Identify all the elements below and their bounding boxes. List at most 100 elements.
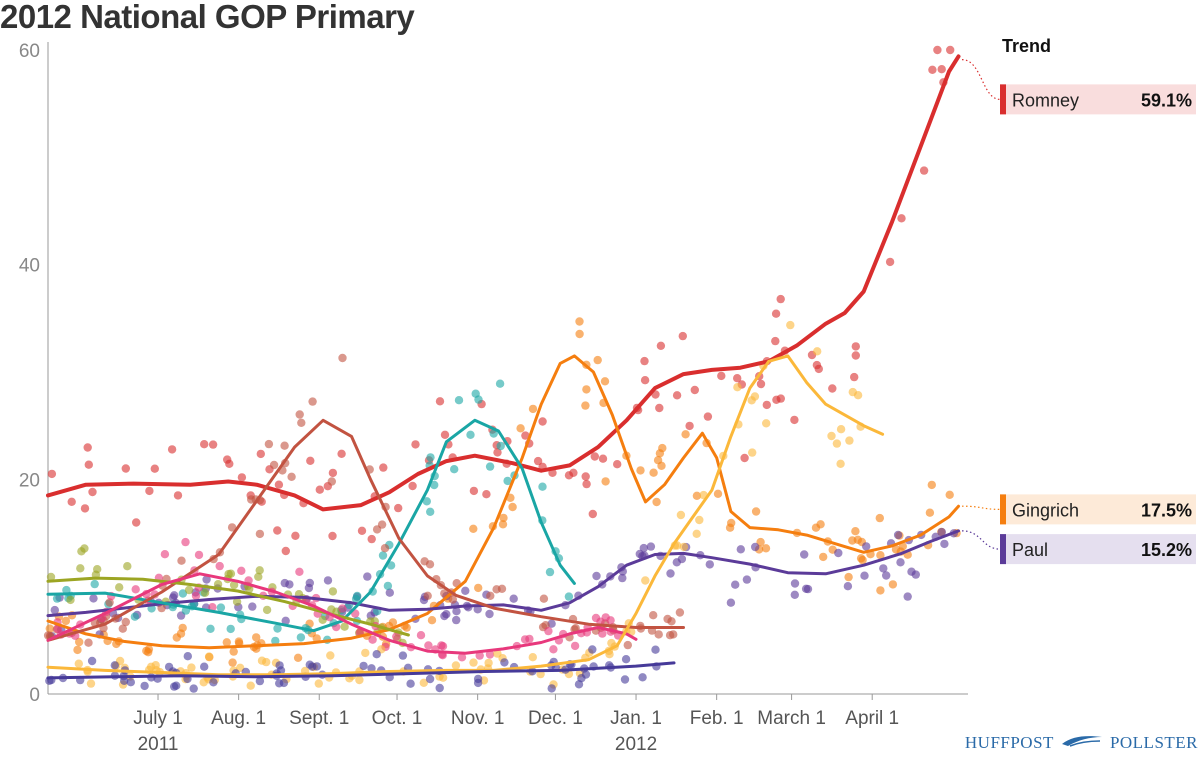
y-axis: 0 20 40 60 <box>19 41 49 706</box>
poll-dot <box>657 461 666 470</box>
poll-dot <box>293 653 303 662</box>
poll-dot <box>237 473 247 482</box>
poll-dot <box>66 595 75 605</box>
poll-dot <box>581 472 590 481</box>
poll-dot <box>248 602 257 611</box>
poll-dot <box>836 459 845 468</box>
poll-dot <box>538 417 547 426</box>
poll-dot <box>80 504 90 513</box>
poll-dot <box>140 681 149 691</box>
poll-dot <box>326 651 335 660</box>
y-tick-label: 0 <box>29 685 40 706</box>
poll-dot <box>896 558 905 567</box>
poll-dot <box>484 658 493 668</box>
poll-dot <box>372 650 381 659</box>
poll-dot <box>440 611 449 621</box>
poll-dot <box>485 609 494 619</box>
poll-dot <box>173 491 183 500</box>
poll-dot <box>274 480 284 489</box>
poll-dot <box>273 624 282 633</box>
poll-dot <box>87 656 97 666</box>
poll-dot <box>194 550 204 560</box>
poll-dot <box>675 608 685 617</box>
poll-dot <box>359 661 368 671</box>
poll-dot <box>327 477 336 486</box>
poll-dot <box>328 468 338 478</box>
poll-dot <box>209 678 218 687</box>
page-title: 2012 National GOP Primary <box>0 0 415 35</box>
poll-dot <box>318 615 327 624</box>
poll-dot <box>305 660 314 669</box>
x-tick-label: Nov. 1 <box>451 708 505 729</box>
poll-dot <box>105 598 114 607</box>
poll-dot <box>482 490 491 499</box>
poll-dot <box>851 527 860 536</box>
poll-dot <box>876 551 885 560</box>
poll-dot <box>426 453 435 462</box>
poll-dot <box>713 489 723 498</box>
poll-dot <box>581 670 591 679</box>
poll-dot <box>252 633 261 642</box>
poll-dot <box>508 502 517 512</box>
poll-dot <box>638 673 647 682</box>
poll-dot <box>843 582 853 591</box>
poll-dot <box>132 518 141 527</box>
label-swatch <box>1000 494 1006 525</box>
poll-dot <box>776 394 785 403</box>
poll-dot <box>67 497 76 506</box>
trend-line-johnson <box>46 661 676 680</box>
poll-dot <box>204 652 214 661</box>
poll-dot <box>184 585 194 595</box>
poll-dot <box>592 571 601 581</box>
x-tick-label: Dec. 1 <box>528 708 583 729</box>
poll-dot <box>281 546 290 556</box>
poll-dot <box>790 590 799 599</box>
poll-dot <box>229 580 239 590</box>
poll-dot <box>170 682 179 691</box>
poll-dot <box>89 594 98 603</box>
poll-dot <box>206 624 215 633</box>
poll-dot <box>469 658 478 667</box>
poll-dot <box>539 594 549 603</box>
x-tick-year: 2011 <box>138 734 179 755</box>
poll-dot <box>53 624 63 634</box>
trend-lines <box>46 54 961 680</box>
poll-dot <box>160 550 170 559</box>
poll-dot <box>426 507 435 516</box>
poll-dot <box>748 448 757 457</box>
poll-dot <box>582 385 591 394</box>
poll-dot <box>593 355 602 365</box>
poll-dot <box>571 624 580 633</box>
poll-dot <box>762 400 771 410</box>
poll-dot <box>776 294 785 304</box>
poll-dot <box>751 507 761 516</box>
poll-dot <box>685 421 694 431</box>
poll-dot <box>255 529 265 539</box>
poll-dot <box>427 616 437 625</box>
poll-dot <box>679 542 689 552</box>
poll-dot <box>888 580 898 589</box>
poll-dot <box>202 575 211 584</box>
poll-dot <box>46 572 56 582</box>
poll-dot <box>280 578 289 588</box>
poll-dot <box>574 680 584 689</box>
trend-line-bachmann <box>46 576 410 637</box>
poll-dot <box>131 585 140 594</box>
poll-dot <box>271 636 280 646</box>
x-tick-year: 2012 <box>615 734 657 755</box>
poll-dot <box>933 45 942 55</box>
poll-dot <box>945 490 954 499</box>
poll-dot <box>227 523 237 532</box>
poll-dot <box>819 552 828 562</box>
brand-left: HUFFPOST <box>964 733 1054 752</box>
poll-dot <box>83 443 92 452</box>
label-connector <box>961 530 1001 550</box>
poll-dot <box>937 65 946 74</box>
poll-dot <box>485 650 495 659</box>
poll-dot <box>245 584 254 594</box>
y-tick-label: 60 <box>19 41 40 62</box>
poll-dot <box>90 579 99 589</box>
poll-dot <box>208 603 217 612</box>
poll-dot <box>499 513 508 523</box>
